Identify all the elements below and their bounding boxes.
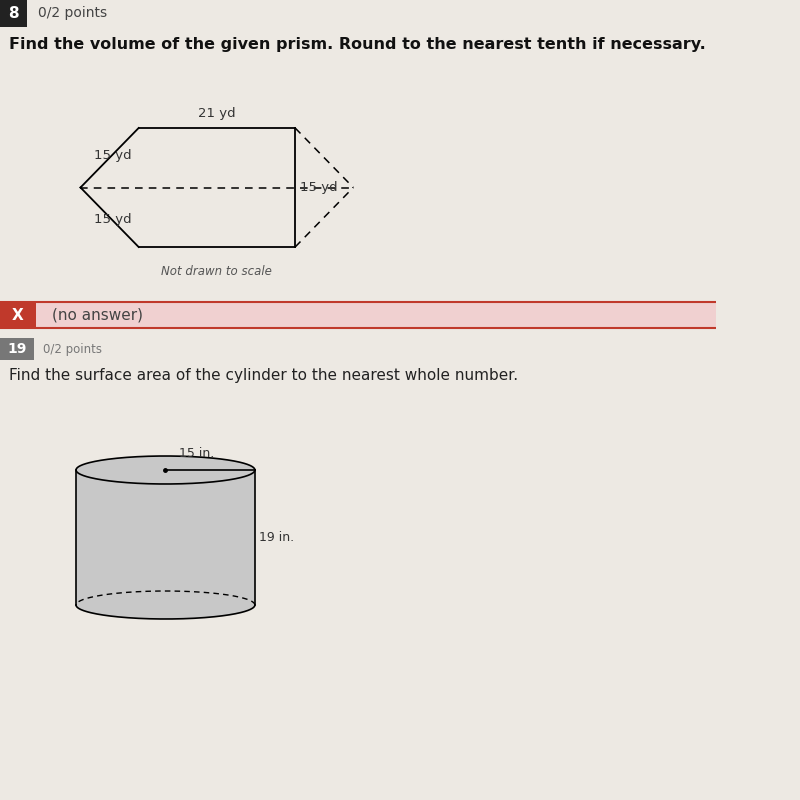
Text: 8: 8 xyxy=(8,6,18,21)
FancyBboxPatch shape xyxy=(0,0,27,27)
Text: 0/2 points: 0/2 points xyxy=(38,6,106,21)
Text: Find the volume of the given prism. Round to the nearest tenth if necessary.: Find the volume of the given prism. Roun… xyxy=(9,37,706,52)
Text: 19 in.: 19 in. xyxy=(259,531,294,544)
Text: 15 yd: 15 yd xyxy=(300,181,338,194)
FancyBboxPatch shape xyxy=(0,302,36,328)
Text: (no answer): (no answer) xyxy=(52,307,143,322)
Ellipse shape xyxy=(76,456,255,484)
FancyBboxPatch shape xyxy=(36,302,715,328)
Text: 21 yd: 21 yd xyxy=(198,107,236,120)
Text: 15 yd: 15 yd xyxy=(94,213,131,226)
Text: 15 yd: 15 yd xyxy=(94,150,131,162)
Text: 15 in.: 15 in. xyxy=(179,447,214,460)
Polygon shape xyxy=(76,470,255,605)
Text: 0/2 points: 0/2 points xyxy=(43,342,102,355)
Text: 19: 19 xyxy=(7,342,26,356)
Text: X: X xyxy=(12,307,24,322)
Text: Not drawn to scale: Not drawn to scale xyxy=(162,265,272,278)
Ellipse shape xyxy=(76,591,255,619)
Text: Find the surface area of the cylinder to the nearest whole number.: Find the surface area of the cylinder to… xyxy=(9,368,518,383)
FancyBboxPatch shape xyxy=(0,338,34,360)
